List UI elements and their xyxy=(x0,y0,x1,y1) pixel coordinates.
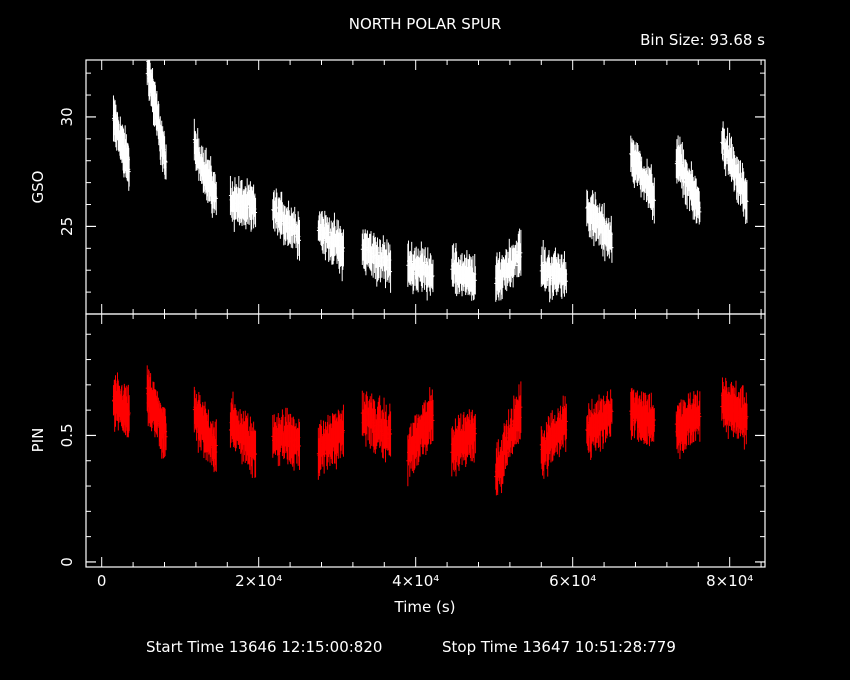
x-tick-label: 0 xyxy=(97,572,107,590)
gso-points xyxy=(111,60,749,303)
pin-ticks: 00.5 xyxy=(58,314,765,567)
x-tick-label: 2×10⁴ xyxy=(235,572,282,590)
x-tick-label: 8×10⁴ xyxy=(706,572,753,590)
start-time-label: Start Time 13646 12:15:00:820 xyxy=(146,638,382,656)
pin-panel-frame xyxy=(85,313,766,568)
pin-points xyxy=(111,365,749,496)
y-tick-label: 30 xyxy=(58,107,76,126)
y-tick-label: 25 xyxy=(58,217,76,236)
x-tick-labels: 0 2×10⁴ 4×10⁴ 6×10⁴ 8×10⁴ xyxy=(97,572,753,590)
chart-title: NORTH POLAR SPUR xyxy=(349,15,502,33)
gso-ticks: 25 30 xyxy=(58,60,765,315)
x-tick-label: 4×10⁴ xyxy=(392,572,439,590)
pin-panel: 00.5 PIN xyxy=(29,313,766,568)
pin-y-axis-label: PIN xyxy=(29,428,47,453)
y-tick-label: 0.5 xyxy=(58,424,76,448)
gso-y-axis-label: GSO xyxy=(29,171,47,204)
x-tick-label: 6×10⁴ xyxy=(549,572,596,590)
bin-size-label: Bin Size: 93.68 s xyxy=(640,31,765,49)
stop-time-label: Stop Time 13647 10:51:28:779 xyxy=(442,638,676,656)
y-tick-label: 0 xyxy=(58,557,76,567)
x-axis-label: Time (s) xyxy=(394,598,456,616)
